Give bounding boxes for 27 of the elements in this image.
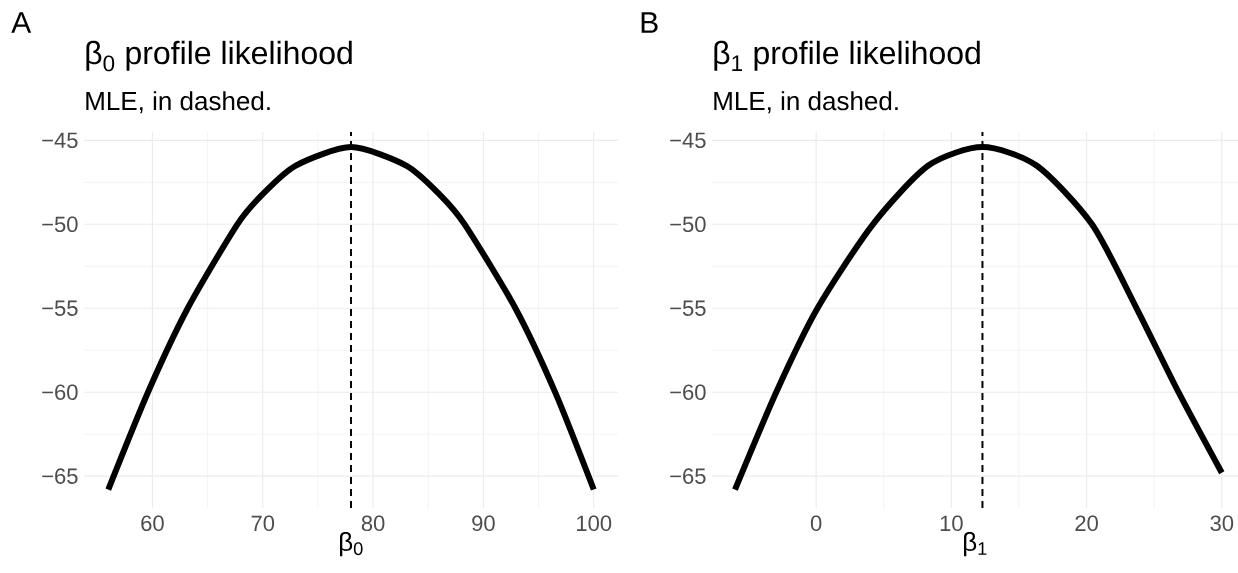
x-tick-label: 100	[577, 515, 612, 532]
text: B	[641, 12, 658, 33]
chart-subtitle: MLE, in dashed.	[714, 91, 898, 114]
y-tick-label: −45	[42, 132, 78, 149]
x-tick-label: 20	[1075, 515, 1098, 532]
x-tick-label: 90	[472, 515, 495, 532]
chart-title: β$_{0}$ profile likelihood	[86, 40, 352, 72]
y-tick-label: −50	[42, 216, 78, 233]
y-tick-label: −55	[670, 300, 706, 316]
y-tick-label: −65	[670, 468, 706, 484]
x-tick-label: 10	[940, 515, 963, 532]
y-tick-label: −45	[670, 132, 706, 149]
y-tick-label: −60	[42, 384, 78, 400]
x-tick-label: 30	[1210, 515, 1234, 532]
x-tick-label: 60	[141, 515, 164, 532]
text: A	[11, 12, 32, 33]
y-tick-label: −60	[670, 384, 706, 400]
y-tick-label: −50	[670, 216, 706, 233]
x-tick-label: 70	[251, 515, 275, 532]
y-tick-label: −65	[42, 468, 78, 484]
chart-subtitle: MLE, in dashed.	[86, 91, 270, 114]
x-tick-label: 80	[361, 515, 385, 532]
x-axis-title: β$_{0}$	[340, 531, 363, 557]
x-tick-label: 0	[810, 515, 822, 532]
y-tick-label: −55	[42, 300, 78, 316]
chart-title: β$_{1}$ profile likelihood	[714, 40, 980, 71]
x-axis-title: β$_{1}$	[964, 531, 987, 557]
